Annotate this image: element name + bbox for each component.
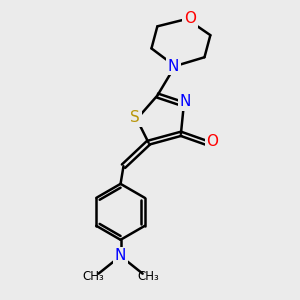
Text: N: N: [168, 58, 179, 74]
Text: O: O: [206, 134, 218, 149]
Text: CH₃: CH₃: [137, 269, 159, 283]
Text: O: O: [184, 11, 196, 26]
Text: CH₃: CH₃: [82, 269, 104, 283]
Text: N: N: [180, 94, 191, 109]
Text: S: S: [130, 110, 140, 125]
Text: N: N: [115, 248, 126, 263]
